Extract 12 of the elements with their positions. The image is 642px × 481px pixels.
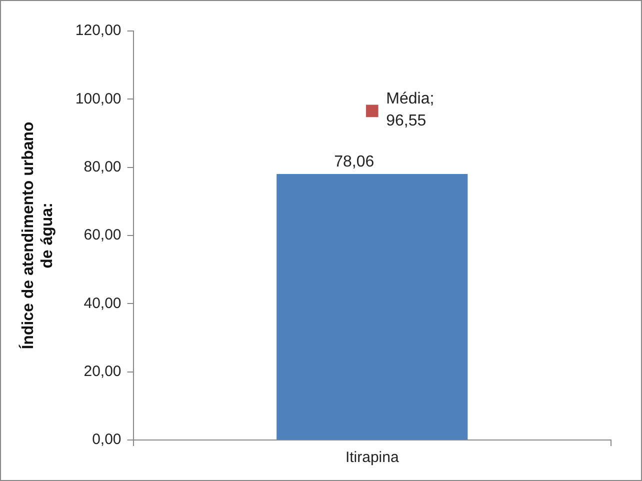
y-axis-title: Índice de atendimento urbano de água:: [18, 121, 56, 350]
y-tick-label: 20,00: [84, 362, 122, 380]
y-tick-label: 120,00: [75, 22, 122, 40]
y-tick-label: 60,00: [84, 226, 122, 244]
series-label: Média;: [386, 90, 434, 108]
data-label: 78,06: [334, 153, 374, 170]
data-label: 96,55: [386, 112, 426, 130]
x-tick-label: Itirapina: [345, 449, 400, 466]
y-tick-label: 100,00: [75, 90, 122, 108]
y-tick-label: 80,00: [84, 158, 122, 176]
y-tick-label: 40,00: [84, 294, 122, 312]
y-tick-label: 0,00: [92, 431, 122, 448]
